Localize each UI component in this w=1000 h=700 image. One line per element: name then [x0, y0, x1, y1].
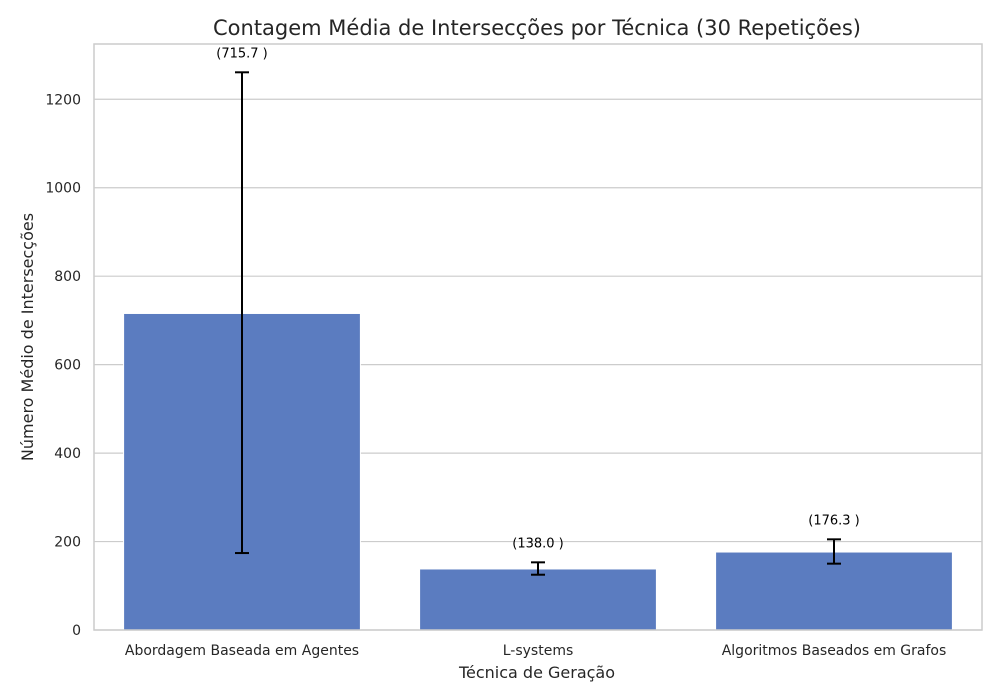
- y-tick-label: 0: [72, 623, 81, 639]
- bars-layer: [123, 312, 953, 631]
- bar: [715, 551, 953, 631]
- y-tick-label: 200: [54, 535, 81, 551]
- y-tick-label: 1200: [45, 92, 81, 108]
- y-tick-label: 1000: [45, 181, 81, 197]
- x-tick-label: Algoritmos Baseados em Grafos: [722, 643, 947, 659]
- y-axis-title: Número Médio de Intersecções: [18, 213, 37, 461]
- bar: [419, 568, 657, 631]
- y-tick-label: 400: [54, 446, 81, 462]
- data-labels-layer: (715.7 ) (138.0 ) (176.3 ): [216, 46, 860, 551]
- y-tick-label: 600: [54, 358, 81, 374]
- axes-layer: 0 200 400 600 800 1000 1200 Abordagem Baseada e…: [45, 43, 983, 659]
- x-tick-label: L-systems: [503, 643, 574, 659]
- chart-title: Contagem Média de Intersecções por Técni…: [213, 16, 861, 40]
- error-bars-layer: [235, 71, 841, 576]
- data-label: (715.7 ): [216, 46, 268, 61]
- plot-frame: [93, 43, 983, 631]
- y-tick-label: 800: [54, 269, 81, 285]
- data-label: (138.0 ): [512, 536, 564, 551]
- x-tick-label: Abordagem Baseada em Agentes: [125, 643, 359, 659]
- data-label: (176.3 ): [808, 513, 860, 528]
- x-axis-title: Técnica de Geração: [458, 663, 615, 682]
